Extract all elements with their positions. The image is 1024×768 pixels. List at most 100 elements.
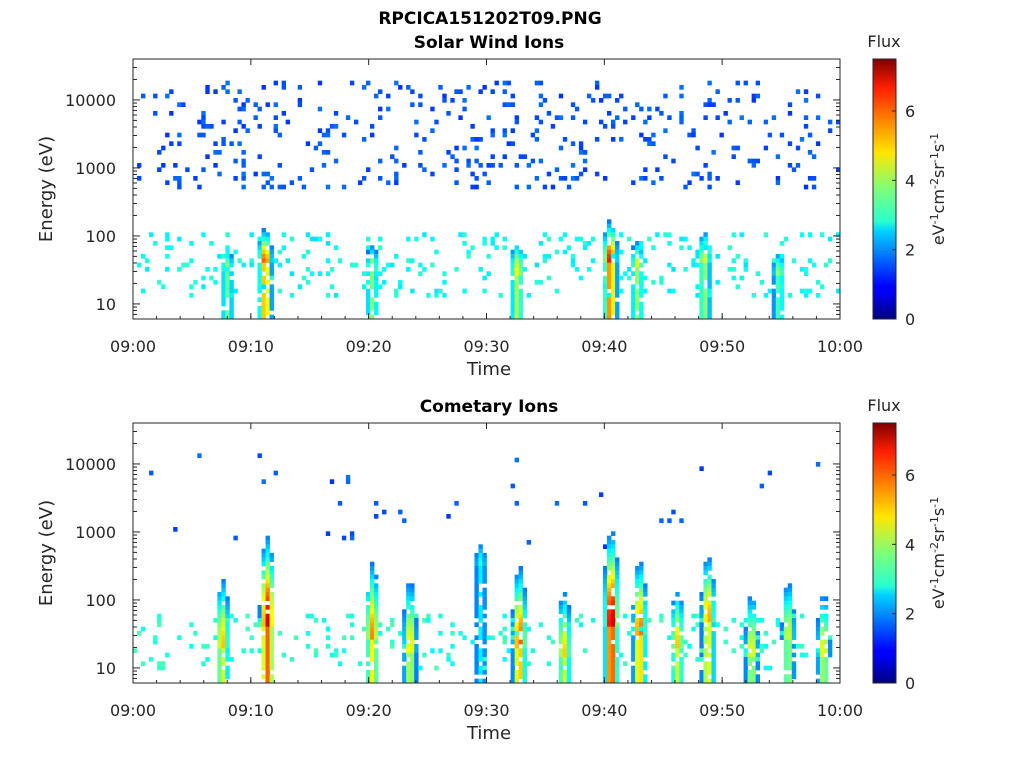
spectrogram-cell xyxy=(582,119,588,125)
spectrogram-cell xyxy=(542,184,548,190)
spectrogram-cell xyxy=(337,661,343,667)
spectrogram-cell xyxy=(470,639,475,645)
spectrogram-cell xyxy=(482,613,487,619)
spectrogram-cell xyxy=(470,137,475,142)
spectrogram-cell xyxy=(341,535,347,541)
spectrogram-cell xyxy=(783,631,789,636)
spectrogram-cell xyxy=(253,622,258,628)
spectrogram-cell xyxy=(743,618,748,623)
spectrogram-cell xyxy=(607,262,612,268)
spectrogram-cell xyxy=(787,652,793,658)
spectrogram-cell xyxy=(482,635,487,641)
spectrogram-cell xyxy=(370,622,375,628)
spectrogram-cell xyxy=(566,652,572,658)
spectrogram-cell xyxy=(703,271,708,277)
spectrogram-cell xyxy=(309,236,315,242)
spectrogram-cell xyxy=(703,665,708,671)
spectrogram-cell xyxy=(711,674,716,680)
spectrogram-cell xyxy=(261,306,266,311)
spectrogram-cell xyxy=(558,236,564,242)
spectrogram-cell xyxy=(261,618,266,623)
spectrogram-cell xyxy=(815,618,821,623)
spectrogram-cell xyxy=(635,570,640,576)
spectrogram-cell xyxy=(502,626,507,632)
spectrogram-cell xyxy=(663,128,668,134)
spectrogram-cell xyxy=(703,275,708,281)
spectrogram-cell xyxy=(707,622,712,628)
spectrogram-cell xyxy=(165,93,170,99)
spectrogram-cell xyxy=(639,583,644,589)
spectrogram-cell xyxy=(570,115,576,121)
spectrogram-cell xyxy=(607,639,612,645)
spectrogram-cell xyxy=(269,271,274,277)
spectrogram-cell xyxy=(619,137,624,142)
spectrogram-cell xyxy=(189,622,194,628)
spectrogram-cell xyxy=(221,583,226,589)
spectrogram-cell xyxy=(325,293,331,298)
spectrogram-cell xyxy=(317,236,323,242)
spectrogram-cell xyxy=(707,271,712,277)
spectrogram-cell xyxy=(623,106,628,112)
spectrogram-cell xyxy=(370,592,375,597)
spectrogram-cell xyxy=(639,644,644,649)
spectrogram-cell xyxy=(450,622,455,628)
spectrogram-cell xyxy=(703,583,708,589)
spectrogram-cell xyxy=(703,570,708,576)
spectrogram-cell xyxy=(530,648,536,654)
spectrogram-cell xyxy=(751,657,756,662)
spectrogram-cell xyxy=(711,150,716,155)
spectrogram-cell xyxy=(602,665,608,671)
spectrogram-cell xyxy=(390,618,395,623)
spectrogram-cell xyxy=(374,626,379,632)
spectrogram-cell xyxy=(530,158,536,164)
spectrogram-cell xyxy=(558,678,564,684)
spectrogram-cell xyxy=(643,644,648,649)
spectrogram-cell xyxy=(153,639,158,645)
spectrogram-cell xyxy=(787,635,793,641)
spectrogram-cell xyxy=(791,618,797,623)
spectrogram-cell xyxy=(217,639,222,645)
spectrogram-cell xyxy=(518,587,524,593)
spectrogram-cell xyxy=(554,249,560,255)
spectrogram-cell xyxy=(635,631,640,636)
spectrogram-cell xyxy=(482,587,487,593)
spectrogram-cell xyxy=(466,158,471,164)
spectrogram-cell xyxy=(703,596,708,602)
spectrogram-cell xyxy=(265,678,270,684)
spectrogram-cell xyxy=(699,314,704,320)
spectrogram-cell xyxy=(602,631,608,636)
spectrogram-cell xyxy=(558,652,564,658)
spectrogram-cell xyxy=(446,150,451,155)
spectrogram-cell xyxy=(711,579,716,584)
spectrogram-cell xyxy=(510,648,515,654)
spectrogram-cell xyxy=(631,652,636,658)
spectrogram-cell xyxy=(602,232,608,238)
spectrogram-cell xyxy=(410,626,415,632)
spectrogram-cell xyxy=(378,115,383,121)
spectrogram-cell xyxy=(229,271,234,277)
spectrogram-cell xyxy=(414,665,419,671)
spectrogram-cell xyxy=(241,171,246,177)
spectrogram-cell xyxy=(438,288,443,294)
spectrogram-cell xyxy=(225,310,230,316)
spectrogram-cell xyxy=(261,587,266,593)
spectrogram-cell xyxy=(558,661,564,667)
spectrogram-cell xyxy=(269,574,274,580)
spectrogram-cell xyxy=(317,80,323,86)
spectrogram-cell xyxy=(707,631,712,636)
spectrogram-cell xyxy=(703,254,708,259)
spectrogram-cell xyxy=(643,674,648,680)
spectrogram-cell xyxy=(341,132,347,138)
spectrogram-cell xyxy=(707,262,712,268)
spectrogram-cell xyxy=(795,644,801,649)
spectrogram-cell xyxy=(639,670,644,675)
spectrogram-cell xyxy=(257,262,262,268)
spectrogram-cell xyxy=(514,583,519,589)
spectrogram-cell xyxy=(261,228,266,233)
spectrogram-cell xyxy=(422,232,427,238)
spectrogram-cell xyxy=(153,111,158,116)
spectrogram-cell xyxy=(394,171,399,177)
spectrogram-cell xyxy=(370,314,375,320)
spectrogram-cell xyxy=(707,245,712,251)
spectrogram-cell xyxy=(522,657,528,662)
